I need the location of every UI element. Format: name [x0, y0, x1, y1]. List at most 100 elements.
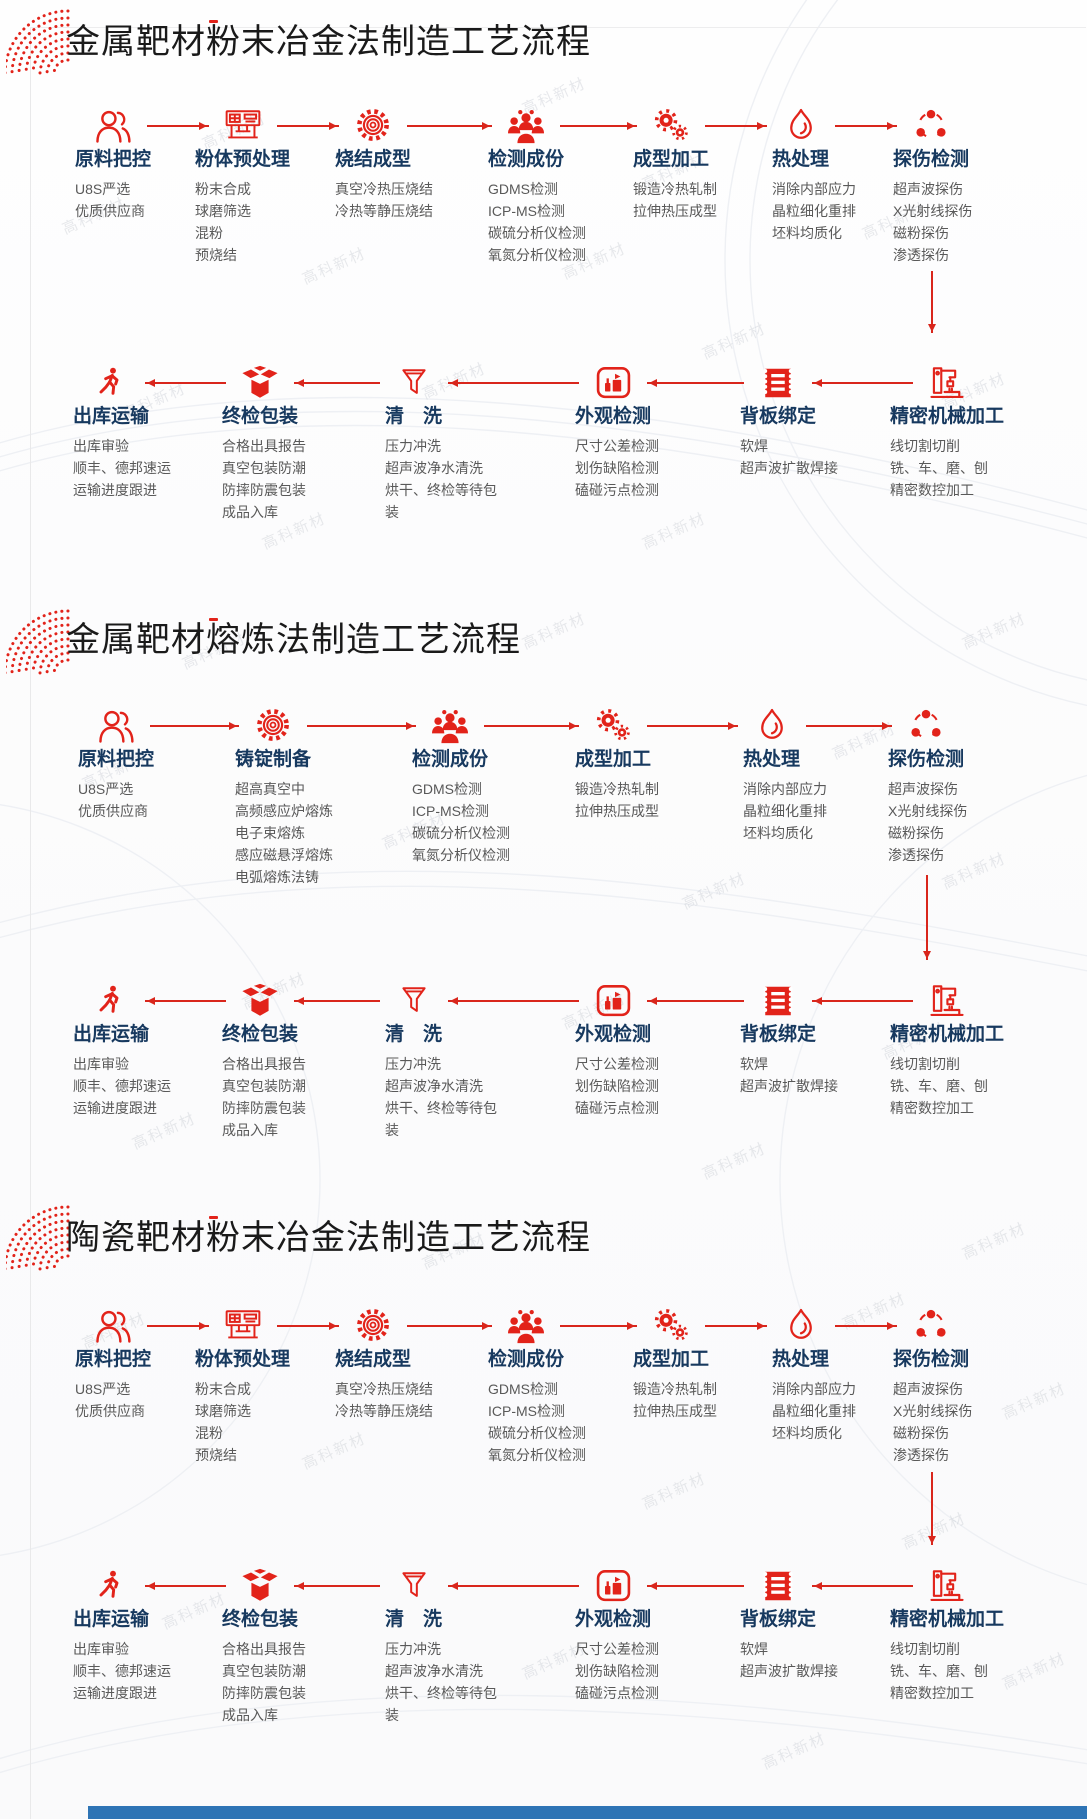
step-title: 出库运输 — [73, 406, 150, 427]
title-accent-mark — [209, 1216, 218, 1219]
step-desc-line: 碳硫分析仪检测 — [488, 1425, 586, 1441]
step-description: GDMS检测 ICP-MS检测 碳硫分析仪检测 氧氮分析仪检测 — [488, 178, 586, 266]
step-desc-line: 精密数控加工 — [890, 1100, 974, 1116]
open-box-icon — [222, 1566, 298, 1604]
step-description: 出库审验 顺丰、德邦速运 运输进度跟进 — [73, 1053, 171, 1119]
step-desc-line: 真空冷热压烧结 — [335, 181, 433, 197]
watermark-text: 高科新材 — [699, 319, 769, 364]
step-desc-line: 磁粉探伤 — [893, 225, 949, 241]
flow-arrow-right — [560, 121, 637, 130]
process-step: 终检包装 合格出具报告 真空包装防潮 防摔防震包装 成品入库 — [222, 981, 306, 1141]
process-step: 检测成份 GDMS检测 ICP-MS检测 碳硫分析仪检测 氧氮分析仪检测 — [488, 106, 586, 266]
step-description: 线切割切削 铣、车、磨、刨 精密数控加工 — [890, 1053, 1004, 1119]
step-title: 成型加工 — [575, 749, 652, 770]
step-desc-line: 顺丰、德邦速运 — [73, 460, 171, 476]
cnc-machine-icon — [890, 363, 1004, 401]
step-description: 超声波探伤 X光射线探伤 磁粉探伤 渗透探伤 — [893, 1378, 972, 1466]
process-step: 清 洗压力冲洗 超声波净水清洗 烘干、终检等待包装 — [385, 363, 509, 523]
step-desc-line: 铣、车、磨、刨 — [890, 1078, 988, 1094]
perforated-stamp-icon — [740, 1566, 816, 1604]
step-desc-line: 磕碰污点检测 — [575, 1685, 659, 1701]
step-desc-line: 晶粒细化重排 — [772, 203, 856, 219]
step-desc-line: 锻造冷热轧制 — [633, 181, 717, 197]
step-desc-line: 成品入库 — [222, 1122, 278, 1138]
step-title: 背板绑定 — [740, 1609, 817, 1630]
process-step: 烧结成型 真空冷热压烧结 冷热等静压烧结 — [335, 106, 433, 222]
open-box-icon — [222, 363, 298, 401]
step-desc-line: U8S严选 — [75, 181, 131, 197]
step-desc-line: 成品入库 — [222, 504, 278, 520]
step-desc-line: 合格出具报告 — [222, 1056, 306, 1072]
step-desc-line: 铣、车、磨、刨 — [890, 460, 988, 476]
step-description: 真空冷热压烧结 冷热等静压烧结 — [335, 1378, 433, 1422]
gears-icon — [633, 106, 709, 144]
step-desc-line: 坯料均质化 — [772, 1425, 842, 1441]
step-description: GDMS检测 ICP-MS检测 碳硫分析仪检测 氧氮分析仪检测 — [488, 1378, 586, 1466]
step-desc-line: GDMS检测 — [412, 781, 482, 797]
funnel-icon — [385, 1566, 442, 1604]
watermark-text: 高科新材 — [959, 609, 1029, 654]
step-title: 检测成份 — [488, 149, 565, 170]
flow-arrow-left — [447, 996, 579, 1005]
step-desc-line: U8S严选 — [78, 781, 134, 797]
step-description: 合格出具报告 真空包装防潮 防摔防震包装 成品入库 — [222, 435, 306, 523]
step-title: 热处理 — [743, 749, 801, 770]
step-title: 终检包装 — [222, 1024, 299, 1045]
process-step: 外观检测 尺寸公差检测 划伤缺陷检测 磕碰污点检测 — [575, 363, 659, 501]
step-desc-line: 烘干、终检等待包装 — [385, 1685, 497, 1723]
section-title: 陶瓷靶材粉末冶金法制造工艺流程 — [66, 1220, 591, 1257]
step-desc-line: 拉伸热压成型 — [633, 1403, 717, 1419]
walking-person-icon — [73, 363, 149, 401]
step-title: 热处理 — [772, 149, 830, 170]
step-desc-line: 渗透探伤 — [893, 247, 949, 263]
process-step: 出库运输 出库审验 顺丰、德邦速运 运输进度跟进 — [73, 981, 171, 1119]
step-description: U8S严选 优质供应商 — [75, 1378, 151, 1422]
step-title: 精密机械加工 — [890, 406, 1005, 427]
step-description: 真空冷热压烧结 冷热等静压烧结 — [335, 178, 433, 222]
step-desc-line: 超声波扩散焊接 — [740, 460, 838, 476]
process-step: 清 洗压力冲洗 超声波净水清洗 烘干、终检等待包装 — [385, 1566, 509, 1726]
flow-arrow-left — [145, 378, 226, 387]
step-description: 消除内部应力 晶粒细化重排 坯料均质化 — [772, 1378, 856, 1444]
step-desc-line: 预烧结 — [195, 1447, 237, 1463]
step-desc-line: 渗透探伤 — [888, 847, 944, 863]
flame-icon — [772, 1306, 829, 1344]
step-description: 消除内部应力 晶粒细化重排 坯料均质化 — [772, 178, 856, 244]
step-title: 原料把控 — [75, 1349, 152, 1370]
flow-arrow-down — [923, 875, 931, 960]
step-title: 粉体预处理 — [195, 1349, 291, 1370]
step-desc-line: 坯料均质化 — [743, 825, 813, 841]
step-title: 背板绑定 — [740, 1024, 817, 1045]
flow-arrow-down — [928, 1472, 936, 1545]
process-step: 热处理消除内部应力 晶粒细化重排 坯料均质化 — [772, 106, 856, 244]
step-desc-line: 防摔防震包装 — [222, 482, 306, 498]
process-step: 探伤检测 超声波探伤 X光射线探伤 磁粉探伤 渗透探伤 — [893, 1306, 972, 1466]
process-step: 精密机械加工 线切割切削 铣、车、磨、刨 精密数控加工 — [890, 981, 1004, 1119]
flame-icon — [743, 706, 800, 744]
process-step: 原料把控 U8S严选 优质供应商 — [75, 1306, 151, 1422]
step-desc-line: 出库审验 — [73, 438, 129, 454]
step-desc-line: 运输进度跟进 — [73, 1100, 157, 1116]
step-desc-line: 粉末合成 — [195, 181, 251, 197]
step-desc-line: 超声波探伤 — [888, 781, 958, 797]
process-step: 背板绑定 软焊 超声波扩散焊接 — [740, 363, 838, 479]
process-step: 外观检测 尺寸公差检测 划伤缺陷检测 磕碰污点检测 — [575, 1566, 659, 1704]
step-desc-line: U8S严选 — [75, 1381, 131, 1397]
section-title: 金属靶材熔炼法制造工艺流程 — [66, 622, 521, 659]
watermark-text: 高科新材 — [959, 1219, 1029, 1264]
step-desc-line: 合格出具报告 — [222, 1641, 306, 1657]
watermark-text: 高科新材 — [759, 1729, 829, 1774]
step-title: 检测成份 — [488, 1349, 565, 1370]
flow-arrow-right — [560, 1321, 637, 1330]
process-step: 粉体预处理 粉末合成 球磨筛选 混粉 预烧结 — [195, 106, 290, 266]
step-desc-line: 超高真空中 — [235, 781, 305, 797]
triad-network-icon — [893, 106, 969, 144]
step-description: 锻造冷热轧制 拉伸热压成型 — [575, 778, 659, 822]
step-title: 烧结成型 — [335, 1349, 412, 1370]
triad-network-icon — [893, 1306, 969, 1344]
step-description: 尺寸公差检测 划伤缺陷检测 磕碰污点检测 — [575, 435, 659, 501]
step-desc-line: 高频感应炉熔炼 — [235, 803, 333, 819]
step-desc-line: 真空冷热压烧结 — [335, 1381, 433, 1397]
step-desc-line: 坯料均质化 — [772, 225, 842, 241]
walking-person-icon — [73, 1566, 149, 1604]
